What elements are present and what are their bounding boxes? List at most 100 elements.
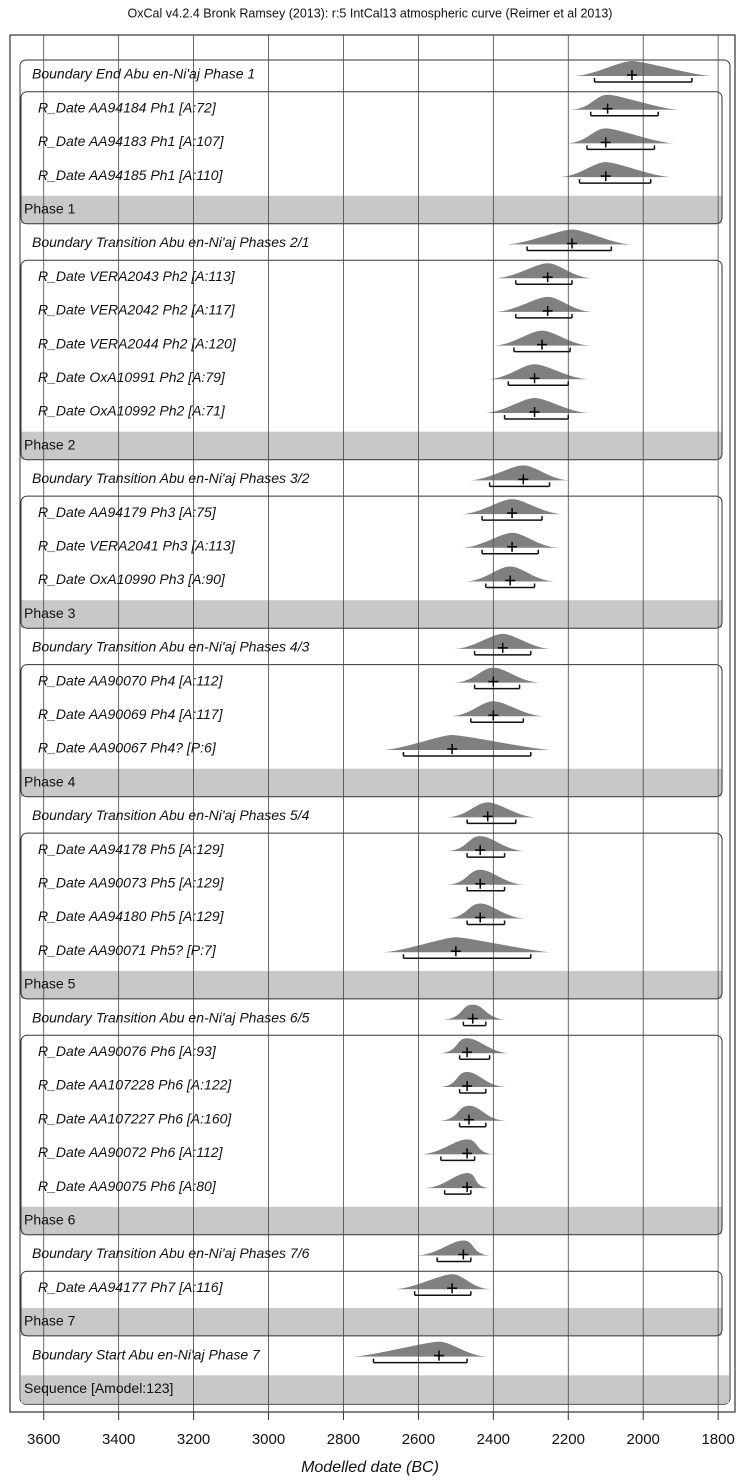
chart-title: OxCal v4.2.4 Bronk Ramsey (2013): r:5 In… [128,6,613,20]
plot-frame [9,34,736,1413]
boundary-label: Boundary Transition Abu en-Ni'aj Phases … [32,234,309,250]
distribution [383,735,551,750]
distribution [439,1038,510,1054]
phase-label: Phase 4 [24,773,76,789]
phase-band [21,431,722,460]
distribution [495,263,593,279]
date-label: R_Date AA94177 Ph7 [A:116] [38,1279,224,1295]
distribution [417,1240,491,1256]
sequence-label: Sequence [Amodel:123] [24,1380,173,1396]
distribution [507,229,632,245]
distribution [484,398,589,413]
date-label: R_Date AA94183 Ph1 [A:107] [38,133,225,149]
phase-band [21,1206,722,1235]
x-tick-label: 2000 [627,1431,660,1448]
date-label: R_Date AA90069 Ph4 [A:117] [38,706,224,722]
sequence-band [21,1375,729,1404]
date-label: R_Date AA107228 Ph6 [A:122] [38,1077,232,1093]
phase-box [20,1270,723,1337]
distribution [439,1072,506,1087]
phase-label: Phase 1 [24,201,76,217]
phase-band [21,970,722,999]
x-tick-label: 3000 [252,1431,285,1448]
date-label: R_Date AA90075 Ph6 [A:80] [38,1178,217,1194]
phase-box [20,91,723,225]
date-label: R_Date AA94180 Ph5 [A:129] [38,908,225,924]
date-label: R_Date OxA10990 Ph3 [A:90] [38,571,226,587]
date-label: R_Date AA94185 Ph1 [A:110] [38,167,224,183]
distribution [353,1341,488,1357]
date-label: R_Date AA90073 Ph5 [A:129] [38,875,225,891]
phase-band [21,1307,722,1336]
distribution [462,532,559,548]
phase-box [20,664,723,798]
phase-box [20,495,723,629]
date-label: R_Date AA90076 Ph6 [A:93] [38,1043,217,1059]
x-tick-label: 3200 [177,1431,210,1448]
distribution [454,667,540,683]
boundary-label: Boundary Start Abu en-Ni'aj Phase 7 [32,1346,261,1362]
date-label: R_Date AA94184 Ph1 [A:72] [38,99,217,115]
phase-label: Phase 7 [24,1313,76,1329]
phase-band [21,768,722,797]
distribution [567,128,675,144]
boundary-label: Boundary Transition Abu en-Ni'aj Phases … [32,1245,310,1261]
phase-label: Phase 6 [24,1212,76,1228]
phase-box [20,832,723,1000]
phase-box [20,1034,723,1236]
boundary-label: Boundary End Abu en-Ni'aj Phase 1 [32,66,255,82]
x-tick-label: 3600 [27,1431,60,1448]
date-label: R_Date AA90070 Ph4 [A:112] [38,672,224,688]
phase-label: Phase 5 [24,976,76,992]
date-label: R_Date AA107227 Ph6 [A:160] [38,1110,232,1126]
x-tick-label: 2800 [327,1431,360,1448]
sequence-box [19,59,731,1405]
x-tick-label: 2200 [552,1431,585,1448]
date-label: R_Date AA90072 Ph6 [A:112] [38,1144,224,1160]
date-label: R_Date AA90071 Ph5? [P:7] [38,942,217,958]
distribution [462,499,563,515]
phase-box [20,259,723,461]
distribution [469,465,570,481]
distribution [424,1173,491,1189]
distribution [559,162,671,178]
x-tick-label: 3400 [102,1431,135,1448]
distribution [488,364,589,380]
distribution [439,1105,506,1121]
x-tick-label: 2600 [402,1431,435,1448]
distribution [454,633,551,649]
distribution [465,566,555,582]
distribution [495,296,593,312]
date-label: R_Date AA94179 Ph3 [A:75] [38,504,217,520]
boundary-label: Boundary Transition Abu en-Ni'aj Phases … [32,807,310,823]
distribution [493,330,591,346]
distribution [447,802,536,818]
date-label: R_Date VERA2042 Ph2 [A:117] [38,302,236,318]
distribution [447,869,525,885]
boundary-label: Boundary Transition Abu en-Ni'aj Phases … [32,639,310,655]
phase-band [21,600,722,629]
phase-band [21,195,722,224]
distribution [420,1139,495,1155]
distribution [447,836,525,852]
distribution [574,61,712,76]
distribution [443,1004,506,1020]
x-axis-label: Modelled date (BC) [301,1459,439,1476]
phase-label: Phase 3 [24,605,76,621]
x-tick-label: 1800 [701,1431,734,1448]
date-label: R_Date VERA2044 Ph2 [A:120] [38,335,237,351]
boundary-label: Boundary Transition Abu en-Ni'aj Phases … [32,470,310,486]
distribution [447,903,525,919]
date-label: R_Date VERA2043 Ph2 [A:113] [38,268,236,284]
boundary-label: Boundary Transition Abu en-Ni'aj Phases … [32,1009,310,1025]
distribution [570,94,679,110]
distribution [450,701,544,717]
date-label: R_Date AA90067 Ph4? [P:6] [38,740,217,756]
x-tick-label: 2400 [477,1431,510,1448]
date-label: R_Date VERA2041 Ph3 [A:113] [38,538,236,554]
date-label: R_Date OxA10992 Ph2 [A:71] [38,403,226,419]
date-label: R_Date AA94178 Ph5 [A:129] [38,841,225,857]
date-label: R_Date OxA10991 Ph2 [A:79] [38,369,226,385]
phase-label: Phase 2 [24,436,76,452]
